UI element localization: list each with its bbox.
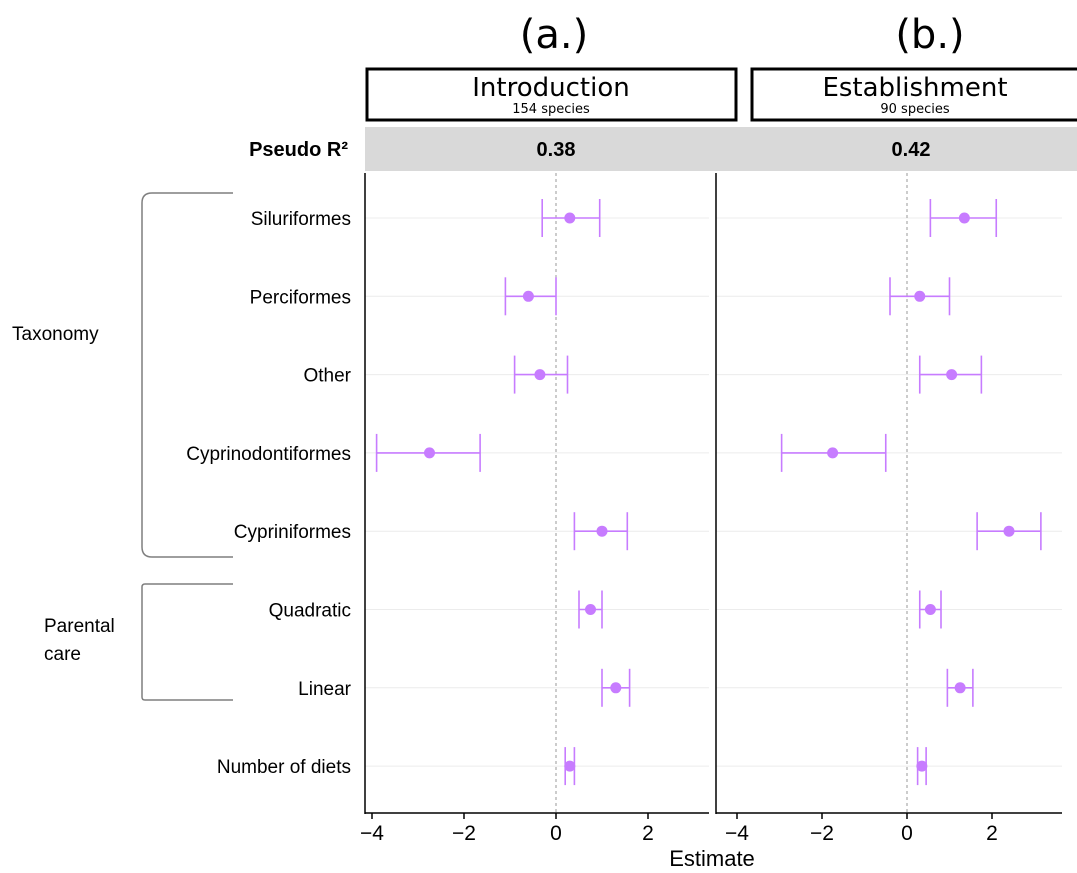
estimate-point bbox=[596, 525, 608, 537]
panel-letter-b: (b.) bbox=[895, 12, 964, 58]
term-label: Other bbox=[303, 366, 351, 387]
estimate-point bbox=[958, 212, 970, 224]
x-tick-label: 0 bbox=[901, 822, 913, 845]
strip-box-introduction bbox=[365, 67, 738, 122]
x-tick-label: −2 bbox=[452, 822, 476, 845]
estimate-point bbox=[924, 604, 936, 615]
pseudo-r2-introduction: 0.38 bbox=[537, 139, 576, 161]
estimate-point bbox=[916, 760, 928, 772]
estimate-point bbox=[954, 682, 966, 694]
estimate-point bbox=[522, 290, 534, 302]
estimate-point bbox=[946, 369, 958, 381]
estimate-point bbox=[1003, 525, 1015, 537]
term-label: Cypriniformes bbox=[234, 522, 351, 543]
estimate-point bbox=[564, 760, 576, 772]
x-tick-label: −4 bbox=[360, 822, 384, 845]
strip-title-introduction: Introduction bbox=[472, 73, 629, 103]
group-label-parental-line1: Parental bbox=[44, 616, 115, 637]
pseudo-r2-label: Pseudo R² bbox=[249, 139, 348, 161]
term-label: Perciformes bbox=[250, 287, 351, 308]
panel-introduction: −4 −2 0 2 bbox=[360, 173, 709, 845]
pseudo-r2-band bbox=[365, 127, 1077, 171]
estimate-point bbox=[610, 682, 622, 694]
strip-subtitle-establishment: 90 species bbox=[880, 102, 949, 117]
x-tick-label: 0 bbox=[550, 822, 562, 845]
term-label: Number of diets bbox=[217, 757, 351, 778]
strip-box-establishment bbox=[750, 67, 1077, 122]
estimate-point bbox=[827, 447, 839, 459]
term-label: Linear bbox=[298, 679, 351, 700]
panel-establishment: −4 −2 0 2 bbox=[715, 173, 1062, 845]
x-tick-label: −2 bbox=[810, 822, 834, 845]
parental-care-bracket bbox=[141, 583, 233, 701]
term-labels: Siluriformes Perciformes Other Cyprinodont… bbox=[186, 209, 351, 778]
estimate-point bbox=[564, 212, 576, 224]
strip-subtitle-introduction: 154 species bbox=[512, 102, 590, 117]
estimate-point bbox=[424, 447, 435, 459]
pseudo-r2-establishment: 0.42 bbox=[892, 139, 931, 161]
x-tick-label: −4 bbox=[725, 822, 749, 845]
group-label-taxonomy: Taxonomy bbox=[12, 324, 99, 345]
estimate-point bbox=[914, 290, 926, 302]
group-label-parental-line2: care bbox=[44, 644, 81, 665]
x-axis-title: Estimate bbox=[669, 846, 755, 871]
term-label: Cyprinodontiformes bbox=[186, 444, 351, 465]
term-label: Quadratic bbox=[269, 601, 351, 622]
strip-title-establishment: Establishment bbox=[822, 73, 1007, 103]
x-tick-label: 2 bbox=[642, 822, 654, 845]
term-label: Siluriformes bbox=[251, 209, 351, 230]
taxonomy-bracket bbox=[141, 192, 233, 558]
estimate-point bbox=[534, 369, 546, 381]
x-tick-label: 2 bbox=[986, 822, 998, 845]
panel-letter-a: (a.) bbox=[520, 12, 588, 58]
estimate-point bbox=[585, 604, 596, 615]
